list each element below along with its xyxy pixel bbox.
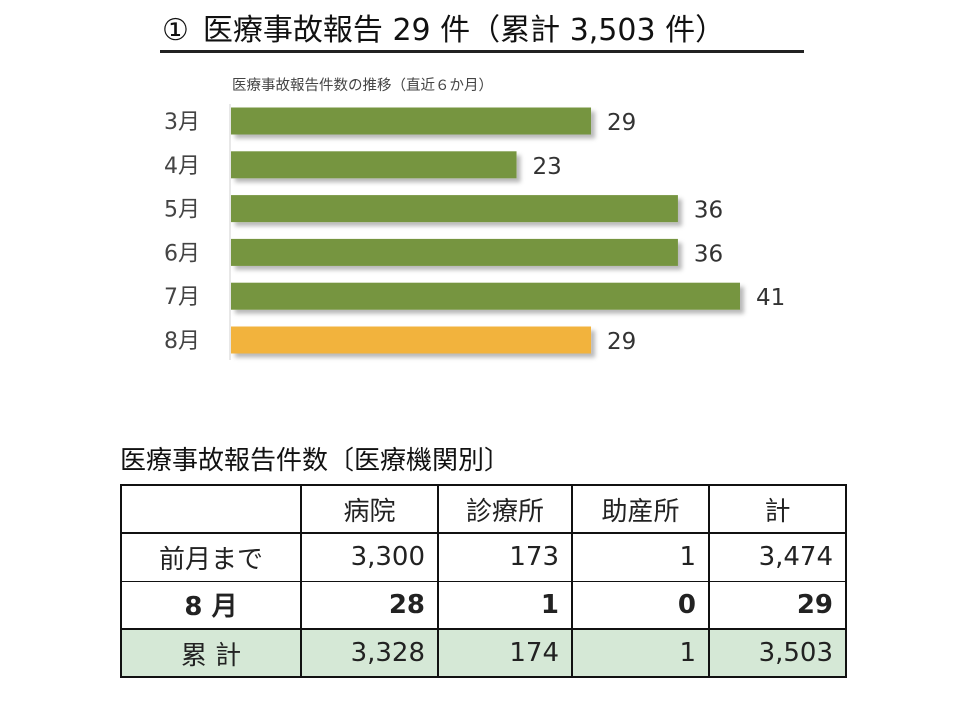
bar (231, 151, 517, 179)
chart-title: 医療事故報告件数の推移（直近６か月） (232, 78, 493, 94)
title-text: 医療事故報告 29 件（累計 3,503 件） (202, 13, 726, 48)
table-cell: 3,474 (708, 532, 847, 582)
bar-chart: 3月 29 4月 23 5月 36 6月 36 7月 41 8月 29 (164, 104, 785, 360)
category-label: 7月 (164, 285, 200, 310)
category-label: 3月 (164, 110, 200, 135)
bar (231, 238, 678, 266)
data-label: 36 (694, 198, 723, 224)
table-cell: 1 (437, 580, 573, 630)
data-label: 29 (607, 329, 636, 355)
row-label: 累 計 (120, 628, 302, 678)
facility-table: 病院 診療所 助産所 計 前月まで 3,300 173 1 3,474 8 月 … (120, 484, 847, 678)
table-cell: 173 (437, 532, 573, 582)
table-cell: 29 (708, 580, 847, 630)
row-label: 前月まで (120, 532, 302, 582)
data-label: 23 (533, 154, 562, 180)
category-label: 6月 (164, 241, 200, 266)
table-cell: 0 (571, 580, 710, 630)
table-header-cell: 病院 (300, 484, 439, 534)
bar (231, 107, 592, 135)
row-label: 8 月 (120, 580, 302, 630)
table-row: 8 月 28 1 0 29 (120, 580, 847, 630)
table-cell: 3,300 (300, 532, 439, 582)
table-caption: 医療事故報告件数〔医療機関別〕 (120, 446, 511, 476)
table-header-cell: 診療所 (437, 484, 573, 534)
table-cell: 174 (437, 628, 573, 678)
data-label: 41 (756, 285, 785, 311)
bar (231, 282, 740, 310)
page-title: ① 医療事故報告 29 件（累計 3,503 件） (162, 8, 725, 54)
title-underline (160, 50, 804, 53)
table-cell: 28 (300, 580, 439, 630)
table-row: 前月まで 3,300 173 1 3,474 (120, 532, 847, 582)
table-header-cell: 計 (708, 484, 847, 534)
table-total-row: 累 計 3,328 174 1 3,503 (120, 628, 847, 678)
table-header-cell (120, 484, 302, 534)
table-cell: 3,328 (300, 628, 439, 678)
table-cell: 3,503 (708, 628, 847, 678)
data-label: 29 (607, 110, 636, 136)
table-header-row: 病院 診療所 助産所 計 (120, 484, 847, 534)
title-number: ① (162, 13, 189, 48)
bar (231, 326, 592, 354)
table-cell: 1 (571, 532, 710, 582)
data-label: 36 (694, 241, 723, 267)
category-label: 8月 (164, 329, 200, 354)
table-cell: 1 (571, 628, 710, 678)
bar (231, 195, 678, 223)
category-label: 5月 (164, 198, 200, 223)
category-label: 4月 (164, 154, 200, 179)
table-header-cell: 助産所 (571, 484, 710, 534)
